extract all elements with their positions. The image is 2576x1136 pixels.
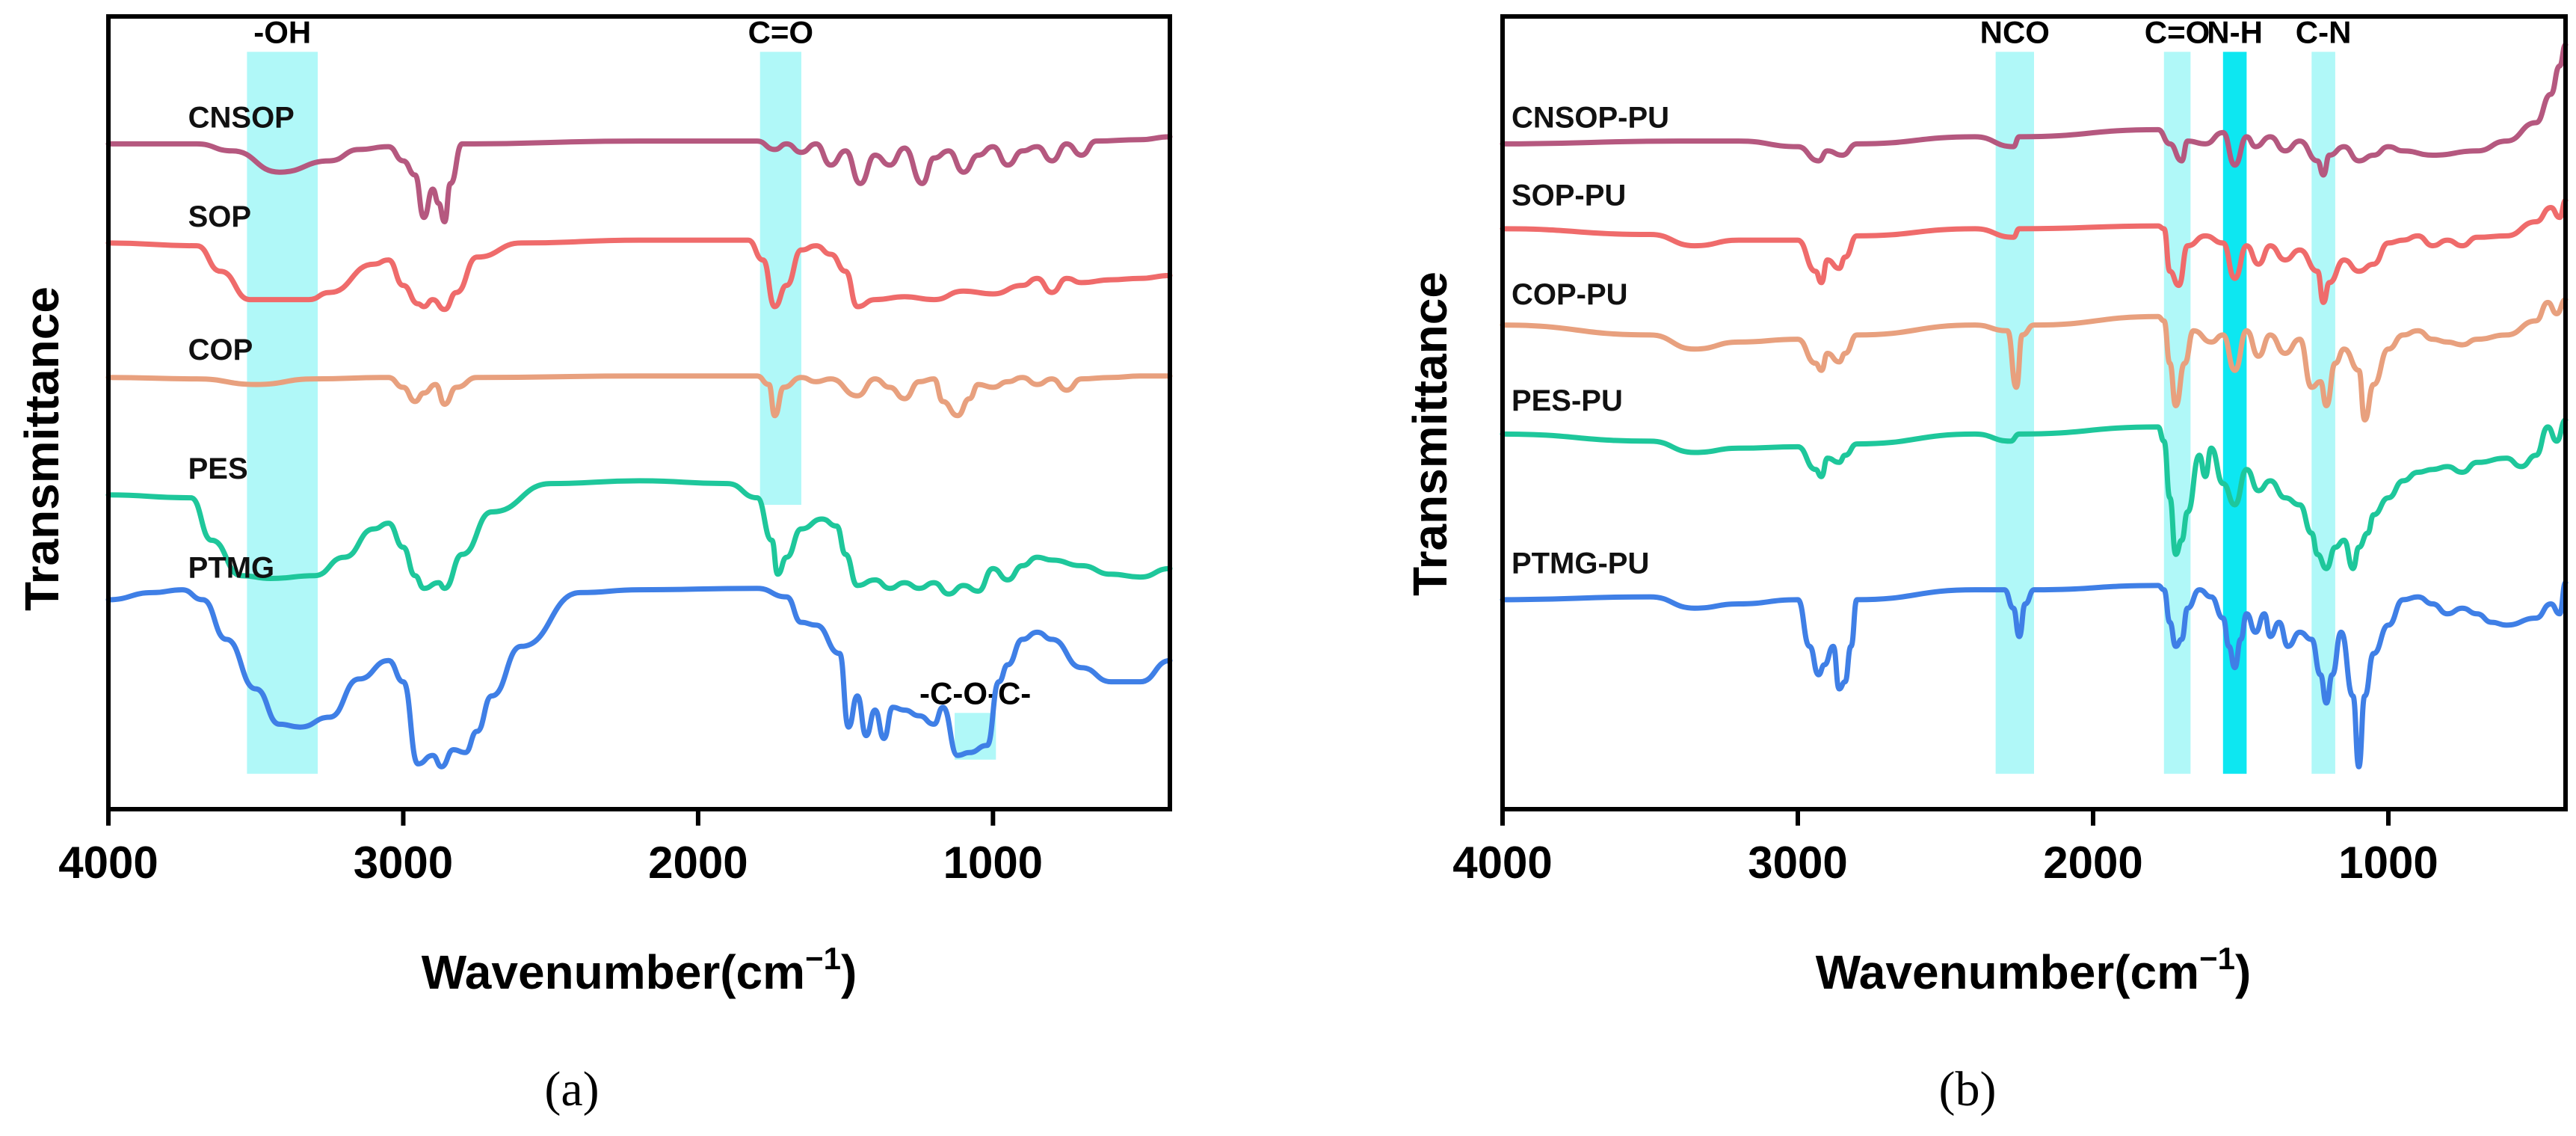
panel-b-xlabel: Wavenumber(cm−1): [1816, 941, 2252, 999]
series-line-pes: [105, 478, 1173, 597]
band-label-oh-a: -OH: [253, 14, 311, 49]
series-line-cnsop: [105, 134, 1173, 224]
panel-a-series: [105, 134, 1173, 770]
panel-a-ylabel: Transmittance: [15, 286, 69, 611]
band-label-nco-b: NCO: [1980, 14, 2050, 49]
xtick-label-3000-b: 3000: [1748, 838, 1847, 888]
band-label-c-o-b: C=O: [2145, 14, 2210, 49]
band-n-h-b: [2222, 52, 2247, 774]
band-label-n-h-b: N-H: [2207, 14, 2263, 49]
series-label-pes: PES: [188, 452, 248, 485]
band-nco-b: [1995, 52, 2034, 774]
series-line-sop: [105, 237, 1173, 313]
series-label-cop-pu: COP-PU: [1512, 278, 1628, 311]
panel-a-labels: CNSOP SOP COP PES PTMG: [188, 101, 295, 584]
panel-a: -OH C=O-C-O-C- 4000 3000 2000 1000 CNSOPSOPC…: [15, 14, 1173, 1117]
band-c-o-b: [2163, 52, 2191, 774]
panel-b-labels: CNSOP-PU SOP-PU COP-PU PES-PU PTMG-PU: [1512, 101, 1669, 580]
xtick-label-4000-a: 4000: [58, 838, 158, 888]
xtick-label-1000-b: 1000: [2338, 838, 2438, 888]
series-label-sop: SOP: [188, 200, 251, 233]
panel-b-caption: (b): [1939, 1062, 1997, 1117]
xtick-label-3000-a: 3000: [354, 838, 453, 888]
band-label-c-n-b: C-N: [2296, 14, 2352, 49]
series-label-cop: COP: [188, 334, 253, 366]
panel-b-ylabel: Transmittance: [1403, 271, 1457, 596]
series-label-cnsop-pu: CNSOP-PU: [1512, 101, 1669, 134]
xtick-label-2000-a: 2000: [648, 838, 748, 888]
band-label-c-o-c-a: -C-O-C-: [919, 675, 1031, 710]
panel-a-caption: (a): [544, 1062, 599, 1117]
panel-b: NCO C=ON-H C-N 4000 3000 2000 1000 CNSOP-PU SO…: [1403, 14, 2569, 1117]
panel-a-xlabel: Wavenumber(cm−1): [422, 941, 857, 999]
series-line-ptmg-pu: [1500, 580, 2569, 770]
xtick-label-1000-a: 1000: [943, 838, 1043, 888]
series-label-sop-pu: SOP-PU: [1512, 179, 1626, 212]
series-label-ptmg-pu: PTMG-PU: [1512, 547, 1649, 580]
band-label-c-o-a: C=O: [748, 14, 814, 49]
series-line-sop-pu: [1500, 197, 2569, 305]
panel-a-bands: -OH C=O -C-O-C-: [247, 14, 1031, 774]
series-line-pes-pu: [1500, 417, 2569, 571]
panel-a-frame: [106, 14, 1172, 811]
panel-b-frame: [1500, 14, 2568, 811]
panel-a-xticks: 4000 3000 2000 1000: [58, 809, 1043, 888]
series-label-ptmg: PTMG: [188, 551, 275, 584]
series-line-cop-pu: [1500, 297, 2569, 423]
xtick-label-2000-b: 2000: [2043, 838, 2142, 888]
series-line-cnsop-pu: [1500, 42, 2569, 178]
panel-b-series: [1500, 42, 2569, 770]
series-label-pes-pu: PES-PU: [1512, 384, 1623, 417]
series-line-cop: [105, 373, 1173, 419]
series-label-cnsop: CNSOP: [188, 101, 295, 134]
panel-b-xticks: 4000 3000 2000 1000: [1452, 809, 2438, 888]
series-line-ptmg: [105, 586, 1173, 770]
panel-b-bands: NCO C=ON-H C-N: [1980, 14, 2352, 774]
xtick-label-4000-b: 4000: [1452, 838, 1552, 888]
